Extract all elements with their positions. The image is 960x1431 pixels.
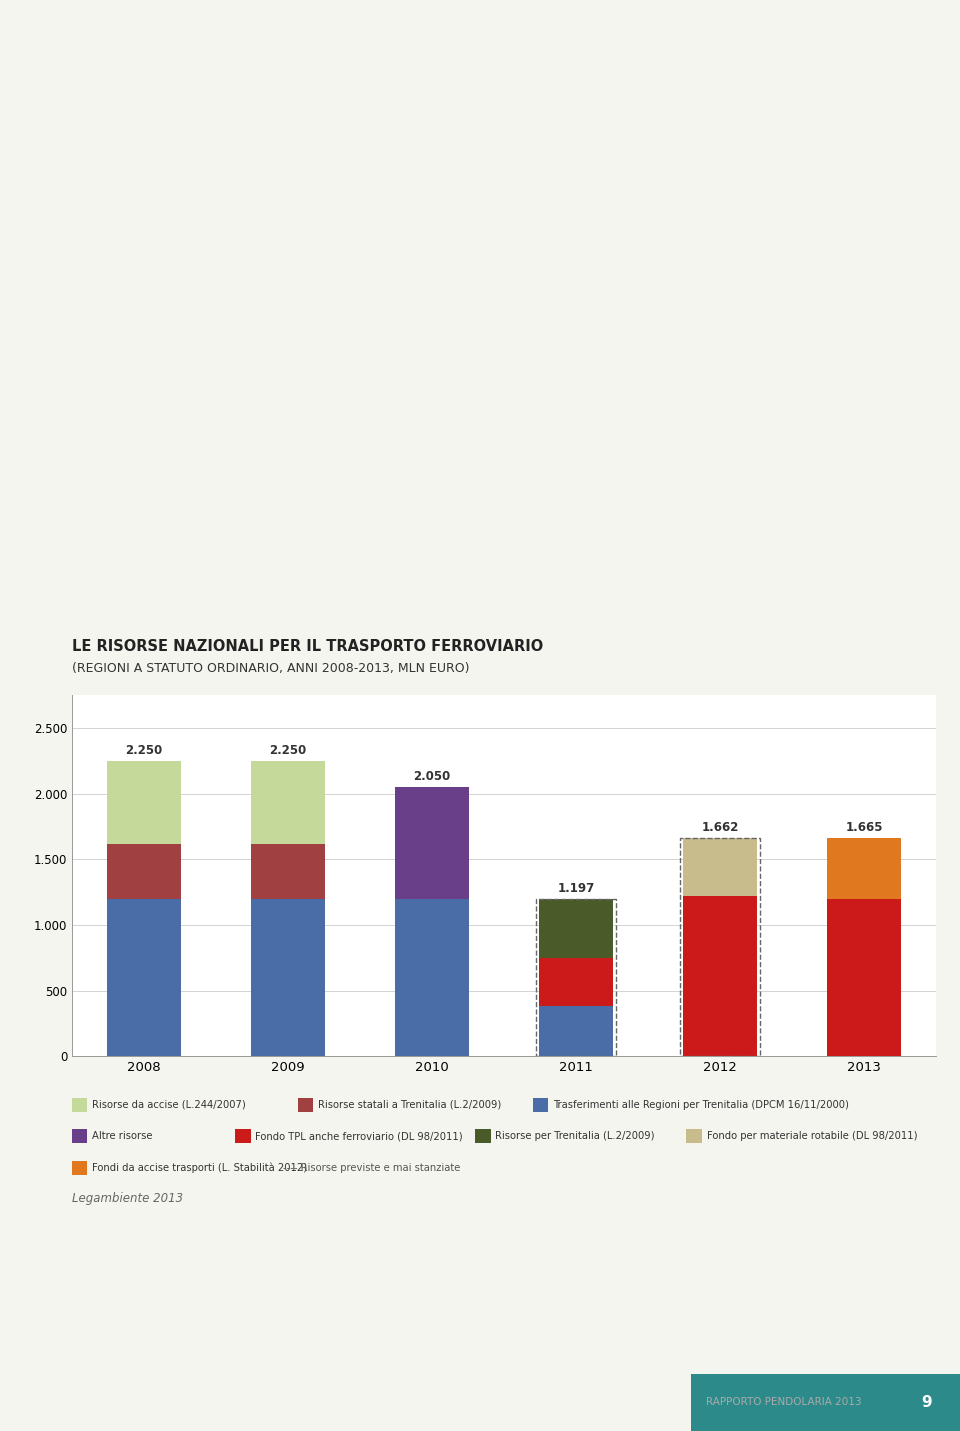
Bar [539,1006,613,1056]
Bar [395,787,469,899]
Text: 1.662: 1.662 [702,821,738,834]
Bar [251,844,325,899]
Text: 2.250: 2.250 [270,744,306,757]
Bar [680,839,760,1056]
Text: ---- Risorse previste e mai stanziate: ---- Risorse previste e mai stanziate [283,1163,461,1172]
Bar [827,837,901,899]
Bar [251,899,325,1056]
Text: 9: 9 [921,1395,932,1410]
Bar [683,896,757,1056]
Bar [827,899,901,1056]
Text: Risorse da accise (L.244/2007): Risorse da accise (L.244/2007) [92,1100,246,1109]
Bar [107,844,181,899]
Bar [395,899,469,1056]
Bar [536,899,616,1056]
Text: Fondo TPL anche ferroviario (DL 98/2011): Fondo TPL anche ferroviario (DL 98/2011) [255,1132,463,1141]
Bar [539,899,613,959]
Text: 2.050: 2.050 [414,770,450,783]
Text: 1.665: 1.665 [845,821,883,834]
Bar [107,899,181,1056]
Text: LE RISORSE NAZIONALI PER IL TRASPORTO FERROVIARIO: LE RISORSE NAZIONALI PER IL TRASPORTO FE… [72,640,543,654]
Bar [251,761,325,844]
Text: Fondi da accise trasporti (L. Stabilità 2012): Fondi da accise trasporti (L. Stabilità … [92,1162,307,1173]
Text: Legambiente 2013: Legambiente 2013 [72,1192,183,1205]
Text: 2.250: 2.250 [126,744,162,757]
Text: Trasferimenti alle Regioni per Trenitalia (DPCM 16/11/2000): Trasferimenti alle Regioni per Trenitali… [553,1100,849,1109]
Text: Altre risorse: Altre risorse [92,1132,153,1141]
Bar [107,761,181,844]
Bar [539,959,613,1006]
Text: Risorse per Trenitalia (L.2/2009): Risorse per Trenitalia (L.2/2009) [495,1132,655,1141]
Text: (REGIONI A STATUTO ORDINARIO, ANNI 2008-2013, MLN EURO): (REGIONI A STATUTO ORDINARIO, ANNI 2008-… [72,663,469,675]
Text: RAPPORTO PENDOLARIA 2013: RAPPORTO PENDOLARIA 2013 [706,1398,861,1407]
Text: 1.197: 1.197 [558,881,594,896]
Text: Risorse statali a Trenitalia (L.2/2009): Risorse statali a Trenitalia (L.2/2009) [318,1100,501,1109]
Text: Fondo per materiale rotabile (DL 98/2011): Fondo per materiale rotabile (DL 98/2011… [707,1132,917,1141]
Bar [683,839,757,896]
